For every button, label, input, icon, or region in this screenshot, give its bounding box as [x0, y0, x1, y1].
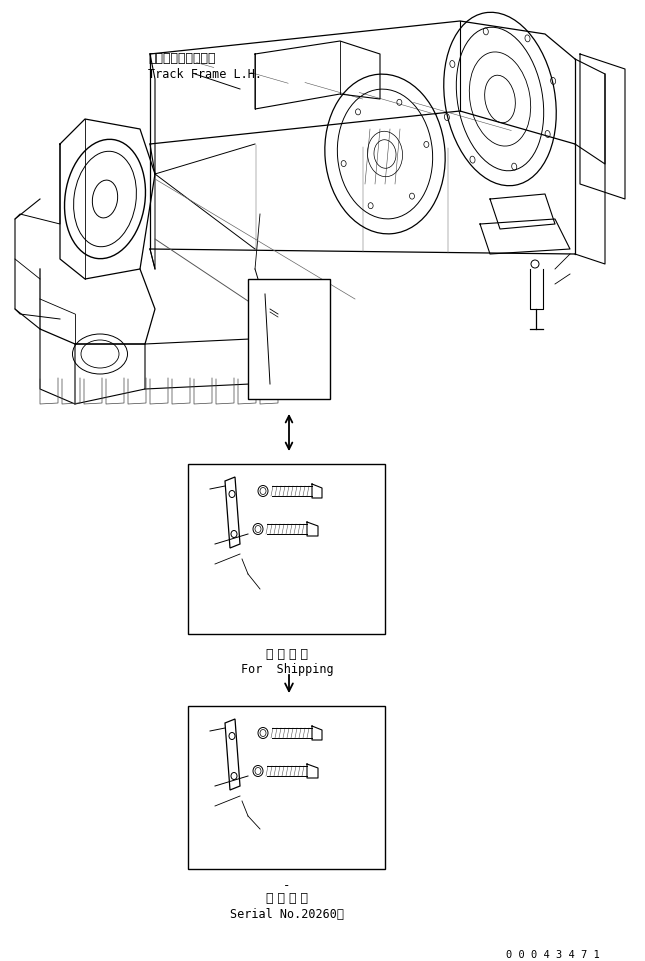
Text: Track Frame L.H.: Track Frame L.H. [148, 68, 262, 81]
Bar [188, 464, 385, 634]
Text: 適 用 号 機: 適 用 号 機 [266, 891, 308, 904]
Text: トラックフレーム左: トラックフレーム左 [148, 52, 215, 65]
Bar [188, 706, 385, 869]
Text: -: - [283, 878, 291, 891]
Text: For  Shipping: For Shipping [241, 662, 333, 676]
Text: 0 0 0 4 3 4 7 1: 0 0 0 4 3 4 7 1 [506, 949, 600, 959]
Text: 運 搜 部 品: 運 搜 部 品 [266, 648, 308, 660]
Bar [248, 280, 330, 400]
Text: Serial No.20260～: Serial No.20260～ [230, 907, 344, 920]
Polygon shape [225, 478, 240, 549]
Polygon shape [225, 719, 240, 790]
